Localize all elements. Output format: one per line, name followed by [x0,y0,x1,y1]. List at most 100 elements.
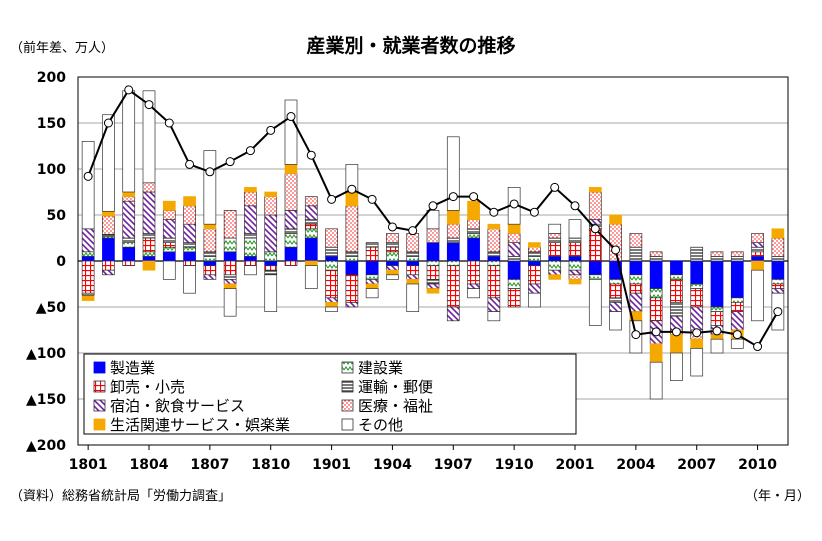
bar-segment [670,302,683,317]
legend-label: 生活関連サービス・娯楽業 [110,416,290,434]
bar-segment [264,274,278,312]
x-tick-label: 2004 [616,457,655,473]
bar-segment [142,260,156,271]
bar-segment [528,260,541,266]
bar-segment [629,274,643,285]
bar-segment [487,265,501,299]
line-point [387,222,397,232]
bar-segment [386,246,399,253]
bar-segment [223,279,237,285]
bar-segment [507,233,521,243]
bar-segment [203,274,217,280]
bar-segment [467,237,480,262]
bar-segment [264,265,278,271]
line-point [712,326,722,336]
bar-segment [284,164,298,174]
bar-segment [649,297,663,322]
bar-segment [670,274,683,280]
bar-segment [548,223,562,234]
bar-segment [446,265,460,308]
line-point [590,224,600,234]
bar-segment [183,246,196,253]
x-tick-label: 2007 [677,457,716,473]
bar-segment [528,283,541,294]
bar-segment [304,219,318,225]
bar-segment [730,338,744,349]
bar-segment [649,343,663,363]
bar-segment [81,260,95,294]
bar-segment [446,260,460,266]
bar-segment [325,269,338,299]
bar-segment [751,269,764,322]
y-axis-ticks: 200 150 100 50 0 ▲50 ▲100 ▲150 ▲200 [26,70,66,454]
bar-segment [426,283,440,289]
line-point [103,118,113,128]
bar-segment [365,274,379,280]
bar-segment [771,260,785,280]
bar-segment [629,260,643,276]
bar-segment [325,302,338,308]
y-tick-label: 0 [56,254,66,270]
bar-segment [690,246,704,262]
x-tick-label: 1910 [495,457,534,473]
bar-segment [223,237,237,253]
bar-segment [325,306,338,312]
line-point [185,159,195,169]
bar-segment [528,246,541,253]
line-point [225,157,235,167]
bar-segment [102,269,115,276]
y-tick-label: 50 [47,208,67,224]
bar-segment [365,246,379,262]
line-point [489,207,499,217]
bar-segment [162,210,176,220]
bar-segment [162,260,176,280]
bar-segment [183,251,196,262]
x-tick-label: 1804 [130,457,169,473]
line-point [83,171,93,181]
bar-segment [345,260,359,276]
bar-segment [122,200,136,239]
bar-segment [81,295,95,301]
bar-segment [183,196,196,207]
legend-swatch [341,361,354,374]
bar-segment [771,288,785,294]
total-line [83,85,783,352]
bar-segment [609,311,622,331]
bar-segment [649,256,663,262]
bar-segment [670,334,683,354]
bar-segment [507,223,521,234]
bar-segment [507,256,521,262]
bar-segment [568,279,582,285]
bar-segment [426,265,440,280]
bar-segment [609,302,622,312]
bar-segment [406,233,420,253]
bar-segment [325,256,338,262]
line-point [428,201,438,211]
bar-segment [203,256,217,262]
bar-segment [162,237,176,243]
bar-segment [162,200,176,211]
y-tick-label: 150 [37,116,66,132]
bar-segment [487,251,501,257]
bar-segment [730,251,744,257]
bar-segment [142,90,156,184]
bar-segment [507,279,521,289]
bar-segment [730,256,744,262]
line-point [327,194,337,204]
bar-segment [406,251,420,257]
bar-segment [568,274,582,280]
bar-segment [325,228,338,248]
chart-title: 産業別・就業者数の推移 [306,34,515,57]
bar-segment [162,246,176,253]
bar-segment [528,265,541,285]
legend-label: 医療・福祉 [358,397,433,415]
bar-segment [670,260,683,276]
x-tick-label: 1907 [434,457,473,473]
bar-segment [467,200,480,220]
bar-segment [345,191,359,207]
x-tick-label: 2010 [738,457,777,473]
bar-segment [223,210,237,239]
bar-segment [649,288,663,299]
